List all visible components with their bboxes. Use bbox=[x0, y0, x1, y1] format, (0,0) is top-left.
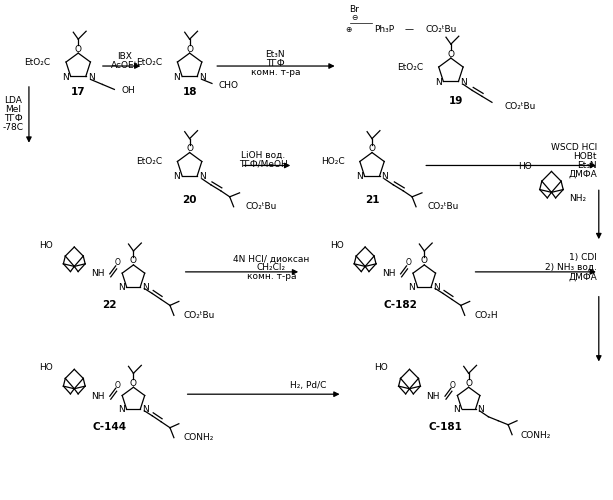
Text: ⊕: ⊕ bbox=[345, 24, 352, 34]
Text: O: O bbox=[421, 256, 428, 266]
Text: O: O bbox=[115, 258, 121, 268]
Text: AcOEt: AcOEt bbox=[111, 60, 138, 70]
Text: HO: HO bbox=[330, 240, 343, 250]
Text: 18: 18 bbox=[183, 87, 197, 97]
Text: 1) CDI: 1) CDI bbox=[569, 254, 597, 262]
Text: HO: HO bbox=[39, 363, 53, 372]
Text: O: O bbox=[450, 380, 456, 390]
Text: NH: NH bbox=[91, 392, 105, 400]
Text: IBX: IBX bbox=[117, 52, 132, 60]
Text: CO₂ᵗBu: CO₂ᵗBu bbox=[245, 202, 277, 211]
Text: O: O bbox=[447, 50, 454, 58]
Text: ТГФ/MeOH: ТГФ/MeOH bbox=[239, 160, 288, 169]
Text: -78C: -78C bbox=[2, 123, 24, 132]
Text: H₂, Pd/C: H₂, Pd/C bbox=[290, 380, 326, 390]
Text: OH: OH bbox=[121, 86, 135, 95]
Text: N: N bbox=[142, 283, 149, 292]
Text: —: — bbox=[405, 24, 414, 34]
Text: N: N bbox=[381, 172, 388, 182]
Text: CH₂Cl₂: CH₂Cl₂ bbox=[257, 264, 286, 272]
Text: O: O bbox=[186, 144, 193, 153]
Text: N: N bbox=[356, 172, 362, 182]
Text: O: O bbox=[186, 44, 193, 54]
Text: HO: HO bbox=[39, 240, 53, 250]
Text: O: O bbox=[130, 256, 137, 266]
Text: HO₂C: HO₂C bbox=[321, 157, 345, 166]
Text: NH: NH bbox=[382, 270, 395, 278]
Text: N: N bbox=[409, 283, 416, 292]
Text: комн. т-ра: комн. т-ра bbox=[246, 272, 296, 281]
Text: MeI: MeI bbox=[5, 106, 21, 114]
Text: CO₂ᵗBu: CO₂ᵗBu bbox=[428, 202, 459, 211]
Text: 4N HCl/ диоксан: 4N HCl/ диоксан bbox=[234, 254, 310, 264]
Text: ТГФ: ТГФ bbox=[4, 114, 23, 123]
Text: N: N bbox=[62, 73, 69, 82]
Text: ⊖: ⊖ bbox=[351, 13, 357, 22]
Text: HOBt: HOBt bbox=[573, 152, 597, 161]
Text: N: N bbox=[460, 78, 467, 87]
Text: EtO₂C: EtO₂C bbox=[136, 157, 162, 166]
Text: комн. т-ра: комн. т-ра bbox=[251, 68, 300, 78]
Text: N: N bbox=[453, 406, 460, 414]
Text: CO₂ᵗBu: CO₂ᵗBu bbox=[504, 102, 536, 111]
Text: 19: 19 bbox=[449, 96, 463, 106]
Text: 20: 20 bbox=[183, 196, 197, 205]
Text: LDA: LDA bbox=[4, 96, 22, 106]
Text: N: N bbox=[433, 283, 440, 292]
Text: O: O bbox=[75, 44, 82, 54]
Text: C-181: C-181 bbox=[428, 422, 462, 432]
Text: CONH₂: CONH₂ bbox=[521, 431, 551, 440]
Text: O: O bbox=[406, 258, 411, 268]
Text: O: O bbox=[115, 380, 121, 390]
Text: O: O bbox=[368, 144, 376, 153]
Text: N: N bbox=[142, 406, 149, 414]
Text: LiOH вод.: LiOH вод. bbox=[242, 151, 286, 160]
Text: CHO: CHO bbox=[219, 81, 239, 90]
Text: C-182: C-182 bbox=[384, 300, 417, 310]
Text: EtO₂C: EtO₂C bbox=[25, 58, 51, 66]
Text: WSCD HCl: WSCD HCl bbox=[550, 143, 597, 152]
Text: N: N bbox=[478, 406, 484, 414]
Text: Et₃N: Et₃N bbox=[577, 161, 597, 170]
Text: O: O bbox=[130, 379, 137, 388]
Text: ТГФ: ТГФ bbox=[266, 58, 284, 68]
Text: N: N bbox=[435, 78, 441, 87]
Text: NH: NH bbox=[91, 270, 105, 278]
Text: 22: 22 bbox=[102, 300, 117, 310]
Text: Br: Br bbox=[349, 5, 359, 14]
Text: CO₂ᵗBu: CO₂ᵗBu bbox=[425, 24, 457, 34]
Text: CO₂H: CO₂H bbox=[474, 311, 498, 320]
Text: N: N bbox=[199, 172, 206, 182]
Text: N: N bbox=[118, 406, 124, 414]
Text: HO: HO bbox=[518, 162, 531, 171]
Text: ДМФА: ДМФА bbox=[568, 170, 597, 179]
Text: Ph₃P: Ph₃P bbox=[374, 24, 394, 34]
Text: HO: HO bbox=[374, 363, 388, 372]
Text: CONH₂: CONH₂ bbox=[184, 433, 214, 442]
Text: O: O bbox=[465, 379, 472, 388]
Text: N: N bbox=[173, 172, 180, 182]
Text: 21: 21 bbox=[365, 196, 379, 205]
Text: N: N bbox=[199, 73, 206, 82]
Text: N: N bbox=[88, 73, 94, 82]
Text: Et₃N: Et₃N bbox=[265, 50, 285, 58]
Text: N: N bbox=[118, 283, 124, 292]
Text: 2) NH₃ вод.: 2) NH₃ вод. bbox=[545, 262, 597, 272]
Text: CO₂ᵗBu: CO₂ᵗBu bbox=[184, 311, 215, 320]
Text: NH: NH bbox=[427, 392, 440, 400]
Text: C-144: C-144 bbox=[93, 422, 127, 432]
Text: EtO₂C: EtO₂C bbox=[136, 58, 162, 66]
Text: ДМФА: ДМФА bbox=[568, 272, 597, 281]
Text: 17: 17 bbox=[71, 87, 86, 97]
Text: NH₂: NH₂ bbox=[569, 194, 587, 203]
Text: N: N bbox=[173, 73, 180, 82]
Text: EtO₂C: EtO₂C bbox=[397, 62, 424, 72]
